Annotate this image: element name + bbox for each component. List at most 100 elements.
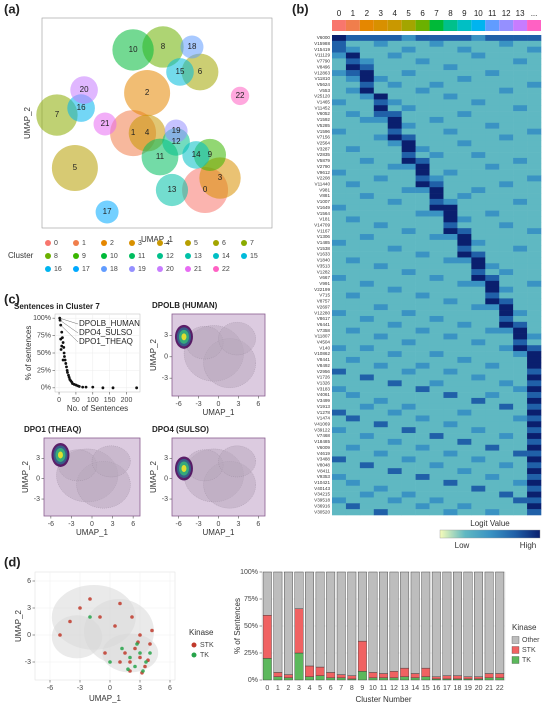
heat-cell	[471, 368, 486, 375]
heat-cell	[345, 403, 361, 410]
heat-cell	[387, 210, 402, 217]
x-axis-label: UMAP_1	[141, 235, 174, 244]
heat-cell	[443, 181, 458, 188]
heat-cell	[387, 58, 402, 65]
heat-cell	[443, 210, 458, 217]
heat-cell	[401, 216, 416, 223]
x-tick-label: -6	[48, 521, 54, 528]
heat-cell	[457, 99, 472, 106]
heat-cell	[373, 75, 389, 83]
heat-cell	[499, 146, 514, 153]
heat-cell	[485, 46, 500, 53]
annotation-leader	[59, 317, 79, 325]
heat-cell	[373, 397, 389, 405]
heat-cell	[457, 438, 472, 446]
heat-cell	[415, 351, 430, 358]
heat-cell	[429, 298, 444, 305]
heat-cell	[499, 356, 514, 364]
heat-cell	[457, 321, 472, 328]
heat-cell	[485, 134, 500, 141]
heat-cell	[345, 433, 361, 440]
heat-cell	[513, 140, 528, 147]
heat-cell	[471, 216, 486, 223]
heat-cell	[345, 351, 361, 358]
heat-cell	[429, 222, 444, 229]
legend-swatch	[185, 240, 191, 246]
heat-cell	[345, 415, 361, 422]
y-tick-label: 3	[164, 332, 168, 339]
heat-cell	[513, 292, 528, 299]
heat-cell	[443, 116, 458, 124]
heat-cell	[429, 368, 444, 375]
heat-cell	[499, 380, 514, 387]
heat-cell	[527, 304, 542, 311]
x-tick-label: 0	[90, 521, 94, 528]
heat-cell	[527, 474, 542, 481]
heat-cell	[345, 222, 361, 229]
legend-label: 6	[222, 240, 226, 247]
heat-cell	[457, 509, 472, 516]
heat-cell	[332, 298, 347, 305]
heat-cell	[471, 175, 486, 182]
heat-cell	[387, 70, 402, 77]
legend-label: 12	[166, 253, 174, 260]
heat-cell	[429, 339, 444, 346]
heat-cell	[332, 409, 347, 416]
legend-swatch	[157, 240, 163, 246]
heat-cell	[373, 52, 389, 59]
heat-cell	[387, 275, 402, 282]
x-tick-label: 6	[256, 401, 260, 408]
heat-cell	[471, 497, 486, 504]
heat-cell	[443, 374, 458, 381]
heat-cell	[499, 351, 514, 358]
heat-cell	[443, 257, 458, 264]
heat-cell	[457, 257, 472, 264]
heat-cell	[485, 251, 500, 258]
heat-cell	[471, 456, 486, 463]
heat-cell	[471, 421, 486, 428]
heat-cell	[527, 234, 542, 241]
legend-swatch	[185, 266, 191, 272]
heat-cell	[401, 181, 416, 188]
heat-cell	[527, 351, 542, 358]
bar-segment	[421, 571, 431, 669]
heat-cell	[401, 327, 416, 334]
heat-cell	[359, 298, 375, 305]
heat-cell	[499, 386, 514, 393]
heat-cell	[332, 70, 347, 77]
heat-cell	[471, 40, 486, 48]
heat-cell	[373, 333, 389, 340]
heat-cell	[527, 152, 542, 159]
heat-cell	[387, 245, 402, 252]
heat-cell	[359, 485, 375, 492]
legend-swatch	[45, 266, 51, 272]
cluster-label: 2	[145, 88, 150, 97]
heat-cell	[332, 81, 347, 88]
legend-swatch	[511, 656, 520, 664]
heat-cell	[373, 298, 389, 305]
heat-cell	[401, 122, 416, 129]
heat-cell	[359, 468, 375, 475]
heat-cell	[415, 187, 430, 194]
heat-cell	[471, 286, 486, 293]
bar-segment	[368, 677, 378, 681]
column-label: 12	[502, 9, 511, 18]
bar-segment	[442, 675, 452, 680]
heat-cell	[499, 134, 514, 141]
legend-swatch	[73, 253, 79, 259]
heat-cell	[457, 351, 472, 358]
heat-cell	[485, 234, 500, 241]
column-label: 2	[365, 9, 370, 18]
heat-cell	[345, 64, 361, 71]
heat-cell	[332, 239, 347, 247]
heat-cell	[332, 315, 347, 323]
heat-cell	[443, 298, 458, 305]
heat-cell	[457, 503, 472, 510]
heat-cell	[401, 362, 416, 369]
row-label: V1726	[317, 375, 331, 380]
heat-cell	[401, 286, 416, 293]
heat-cell	[359, 491, 375, 498]
heat-cell	[443, 128, 458, 135]
heat-cell	[513, 175, 528, 182]
x-tick-label: -6	[47, 685, 53, 692]
